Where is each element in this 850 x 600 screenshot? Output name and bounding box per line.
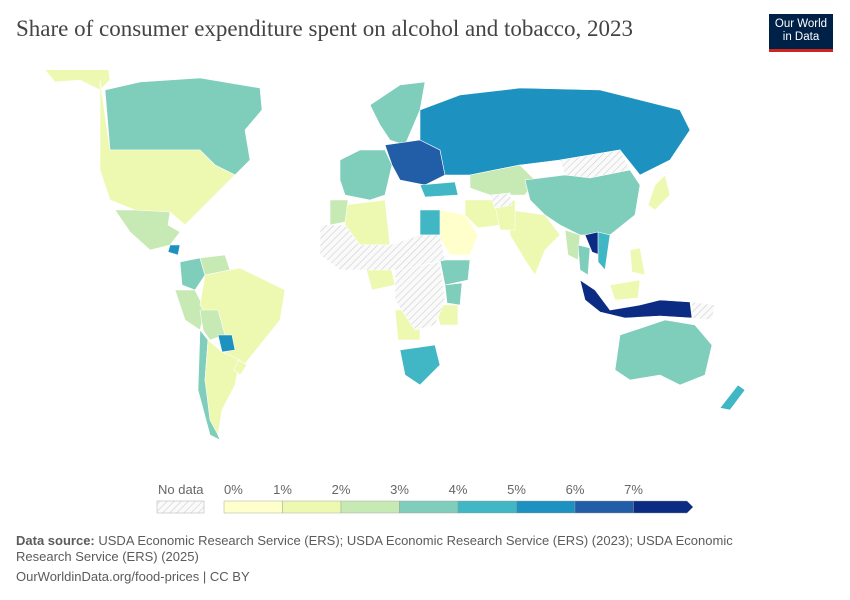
data-source: Data source: USDA Economic Research Serv… <box>16 533 776 565</box>
country-paraguay[interactable]: Paraguay <box>217 334 236 353</box>
country-ethiopia[interactable]: Ethiopia <box>439 259 471 286</box>
country-central-africa[interactable]: Central Africa <box>394 261 446 331</box>
country-china[interactable]: China <box>524 169 641 236</box>
country-indonesia[interactable]: Indonesia <box>579 279 693 319</box>
legend-bin-0[interactable] <box>223 500 283 514</box>
legend-bin-5[interactable] <box>516 500 576 514</box>
country-scandinavia[interactable]: Scandinavia <box>369 81 426 146</box>
country-papua-new-guinea[interactable]: Papua New Guinea <box>691 301 716 321</box>
legend-bin-1[interactable] <box>282 500 342 514</box>
legend-tick-label: 7% <box>624 482 643 497</box>
country-australia[interactable]: Australia <box>614 319 713 386</box>
legend-no-data-swatch[interactable] <box>156 500 205 514</box>
legend-tick-label: 1% <box>273 482 292 497</box>
owid-logo[interactable]: Our World in Data <box>769 14 833 52</box>
legend-tick-label: 6% <box>566 482 585 497</box>
country-japan[interactable]: Japan <box>647 174 671 211</box>
logo-line-1: Our World <box>774 18 828 30</box>
country-turkey[interactable]: Turkey <box>419 181 459 198</box>
country-south-africa[interactable]: South Africa <box>399 344 441 386</box>
country-mexico[interactable]: Mexico <box>114 209 181 251</box>
country-russia[interactable]: Russia <box>419 87 691 176</box>
legend-bin-7[interactable] <box>633 500 694 514</box>
country-new-zealand[interactable]: New Zealand <box>719 384 746 411</box>
legend-tick-label: 0% <box>224 482 243 497</box>
country-colombia[interactable]: Colombia <box>179 257 206 291</box>
country-philippines[interactable]: Philippines <box>629 247 646 276</box>
country-united-states[interactable]: United States <box>99 79 236 226</box>
legend-bin-6[interactable] <box>574 500 634 514</box>
country-argentina[interactable]: Argentina <box>204 339 241 436</box>
legend-tick-label: 3% <box>390 482 409 497</box>
legend-bin-3[interactable] <box>399 500 459 514</box>
legend-tick-label: 2% <box>332 482 351 497</box>
country-kazakhstan[interactable]: Kazakhstan <box>469 164 536 196</box>
country-kenya[interactable]: Kenya <box>444 282 463 306</box>
logo-line-2: in Data <box>782 31 820 43</box>
source-text: USDA Economic Research Service (ERS); US… <box>16 533 733 564</box>
country-thailand[interactable]: Thailand <box>577 244 591 276</box>
country-myanmar[interactable]: Myanmar <box>564 229 581 261</box>
country-alaska-united-states[interactable]: Alaska (United States) <box>44 70 111 91</box>
color-legend: No data 0% 1% 2% 3% 4% 5% 6% 7% <box>156 482 694 514</box>
country-bolivia[interactable]: Bolivia <box>199 309 226 341</box>
country-egypt[interactable]: Egypt <box>419 209 441 236</box>
legend-no-data-label: No data <box>158 482 204 497</box>
country-sahara[interactable]: Sahara <box>319 224 446 271</box>
country-india[interactable]: India <box>509 209 561 276</box>
footer-credit[interactable]: OurWorldinData.org/food-prices | CC BY <box>16 569 250 584</box>
legend-bin-2[interactable] <box>340 500 400 514</box>
country-guatemala[interactable]: Guatemala <box>167 244 181 256</box>
country-iran[interactable]: Iran <box>464 199 501 229</box>
chart-title: Share of consumer expenditure spent on a… <box>16 16 633 41</box>
legend-bin-4[interactable] <box>457 500 517 514</box>
country-uruguay[interactable]: Uruguay <box>233 359 248 376</box>
country-afghanistan[interactable]: Afghanistan <box>489 192 513 209</box>
country-morocco[interactable]: Morocco <box>329 199 349 226</box>
country-vietnam[interactable]: Vietnam <box>597 231 611 271</box>
source-label: Data source: <box>16 533 95 548</box>
world-map: CanadaAlaska (United States)United State… <box>44 70 746 441</box>
country-western-europe[interactable]: Western Europe <box>339 149 393 201</box>
legend-tick-label: 4% <box>449 482 468 497</box>
country-malaysia[interactable]: Malaysia <box>609 279 641 301</box>
legend-tick-label: 5% <box>507 482 526 497</box>
